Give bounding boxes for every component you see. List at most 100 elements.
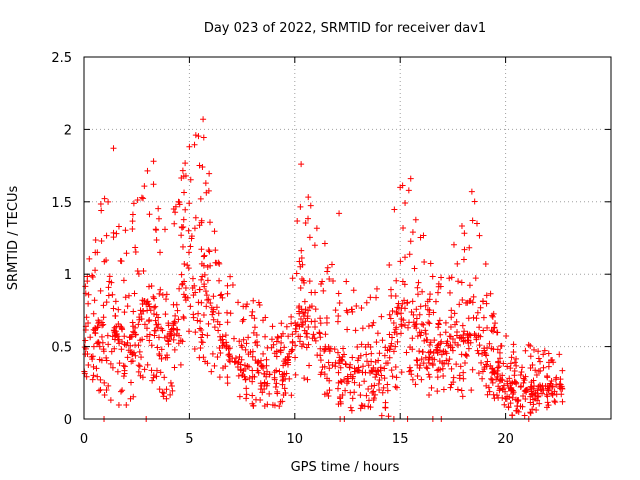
data-point	[105, 292, 112, 299]
data-point	[416, 311, 423, 318]
data-point	[204, 297, 211, 304]
data-point	[320, 287, 327, 294]
data-point	[185, 265, 192, 272]
data-point	[489, 313, 496, 320]
data-point	[374, 330, 381, 337]
data-point	[270, 341, 277, 348]
data-point	[468, 188, 475, 195]
data-point	[151, 332, 158, 339]
data-point	[109, 291, 116, 298]
data-point	[461, 230, 468, 237]
data-point	[207, 299, 214, 306]
data-point	[81, 370, 88, 377]
data-point	[180, 313, 187, 320]
data-point	[107, 360, 114, 367]
data-point	[335, 290, 342, 297]
data-point	[198, 276, 205, 283]
data-point	[296, 258, 303, 265]
data-point	[174, 326, 181, 333]
data-point	[269, 323, 276, 330]
data-point	[255, 299, 262, 306]
data-point	[163, 296, 170, 303]
data-point	[190, 292, 197, 299]
data-point	[369, 322, 376, 329]
data-point	[285, 333, 292, 340]
data-point	[497, 343, 504, 350]
data-point	[475, 350, 482, 357]
data-point	[92, 330, 99, 337]
data-point	[224, 319, 231, 326]
data-point	[87, 334, 94, 341]
data-point	[301, 298, 308, 305]
data-point	[242, 346, 249, 353]
data-point	[339, 353, 346, 360]
data-point	[483, 363, 490, 370]
data-point	[148, 342, 155, 349]
data-point	[322, 331, 329, 338]
data-point	[337, 364, 344, 371]
data-point	[527, 353, 534, 360]
data-point	[306, 278, 313, 285]
data-point	[271, 402, 278, 409]
data-point	[428, 384, 435, 391]
data-point	[375, 380, 382, 387]
data-point	[243, 340, 250, 347]
data-point	[448, 274, 455, 281]
data-point	[82, 337, 89, 344]
data-point	[535, 368, 542, 375]
data-point	[355, 364, 362, 371]
data-point	[113, 230, 120, 237]
data-point	[454, 341, 461, 348]
data-point	[224, 309, 231, 316]
data-point	[251, 324, 258, 331]
data-point	[182, 160, 189, 167]
data-point	[98, 333, 105, 340]
data-point	[549, 357, 556, 364]
data-point	[238, 356, 245, 363]
data-point	[188, 233, 195, 240]
data-point	[488, 365, 495, 372]
data-point	[409, 229, 416, 236]
data-point	[501, 382, 508, 389]
data-point	[143, 325, 150, 332]
data-point	[469, 299, 476, 306]
data-point	[134, 267, 141, 274]
data-point	[317, 352, 324, 359]
data-point	[298, 343, 305, 350]
data-point	[135, 342, 142, 349]
data-point	[123, 342, 130, 349]
data-point	[185, 227, 192, 234]
data-point	[192, 214, 199, 221]
data-point	[185, 249, 192, 256]
data-point	[484, 344, 491, 351]
data-point	[215, 327, 222, 334]
data-point	[348, 407, 355, 414]
data-point	[494, 370, 501, 377]
data-point	[426, 391, 433, 398]
data-point	[253, 331, 260, 338]
data-point	[451, 310, 458, 317]
x-tick-label: 15	[392, 432, 409, 447]
data-point	[420, 360, 427, 367]
data-point	[435, 324, 442, 331]
data-point	[442, 329, 449, 336]
data-point	[196, 354, 203, 361]
data-point	[119, 387, 126, 394]
data-point	[175, 340, 182, 347]
data-point	[365, 323, 372, 330]
data-point	[148, 283, 155, 290]
data-point	[449, 344, 456, 351]
data-point	[124, 303, 131, 310]
data-point	[128, 379, 135, 386]
data-point	[521, 412, 528, 419]
data-point	[483, 352, 490, 359]
data-point	[337, 378, 344, 385]
data-point	[521, 377, 528, 384]
data-point	[151, 304, 158, 311]
data-point	[293, 270, 300, 277]
data-point	[363, 351, 370, 358]
plot-frame	[83, 56, 612, 420]
data-point	[296, 338, 303, 345]
data-point	[96, 356, 103, 363]
data-point	[294, 218, 301, 225]
